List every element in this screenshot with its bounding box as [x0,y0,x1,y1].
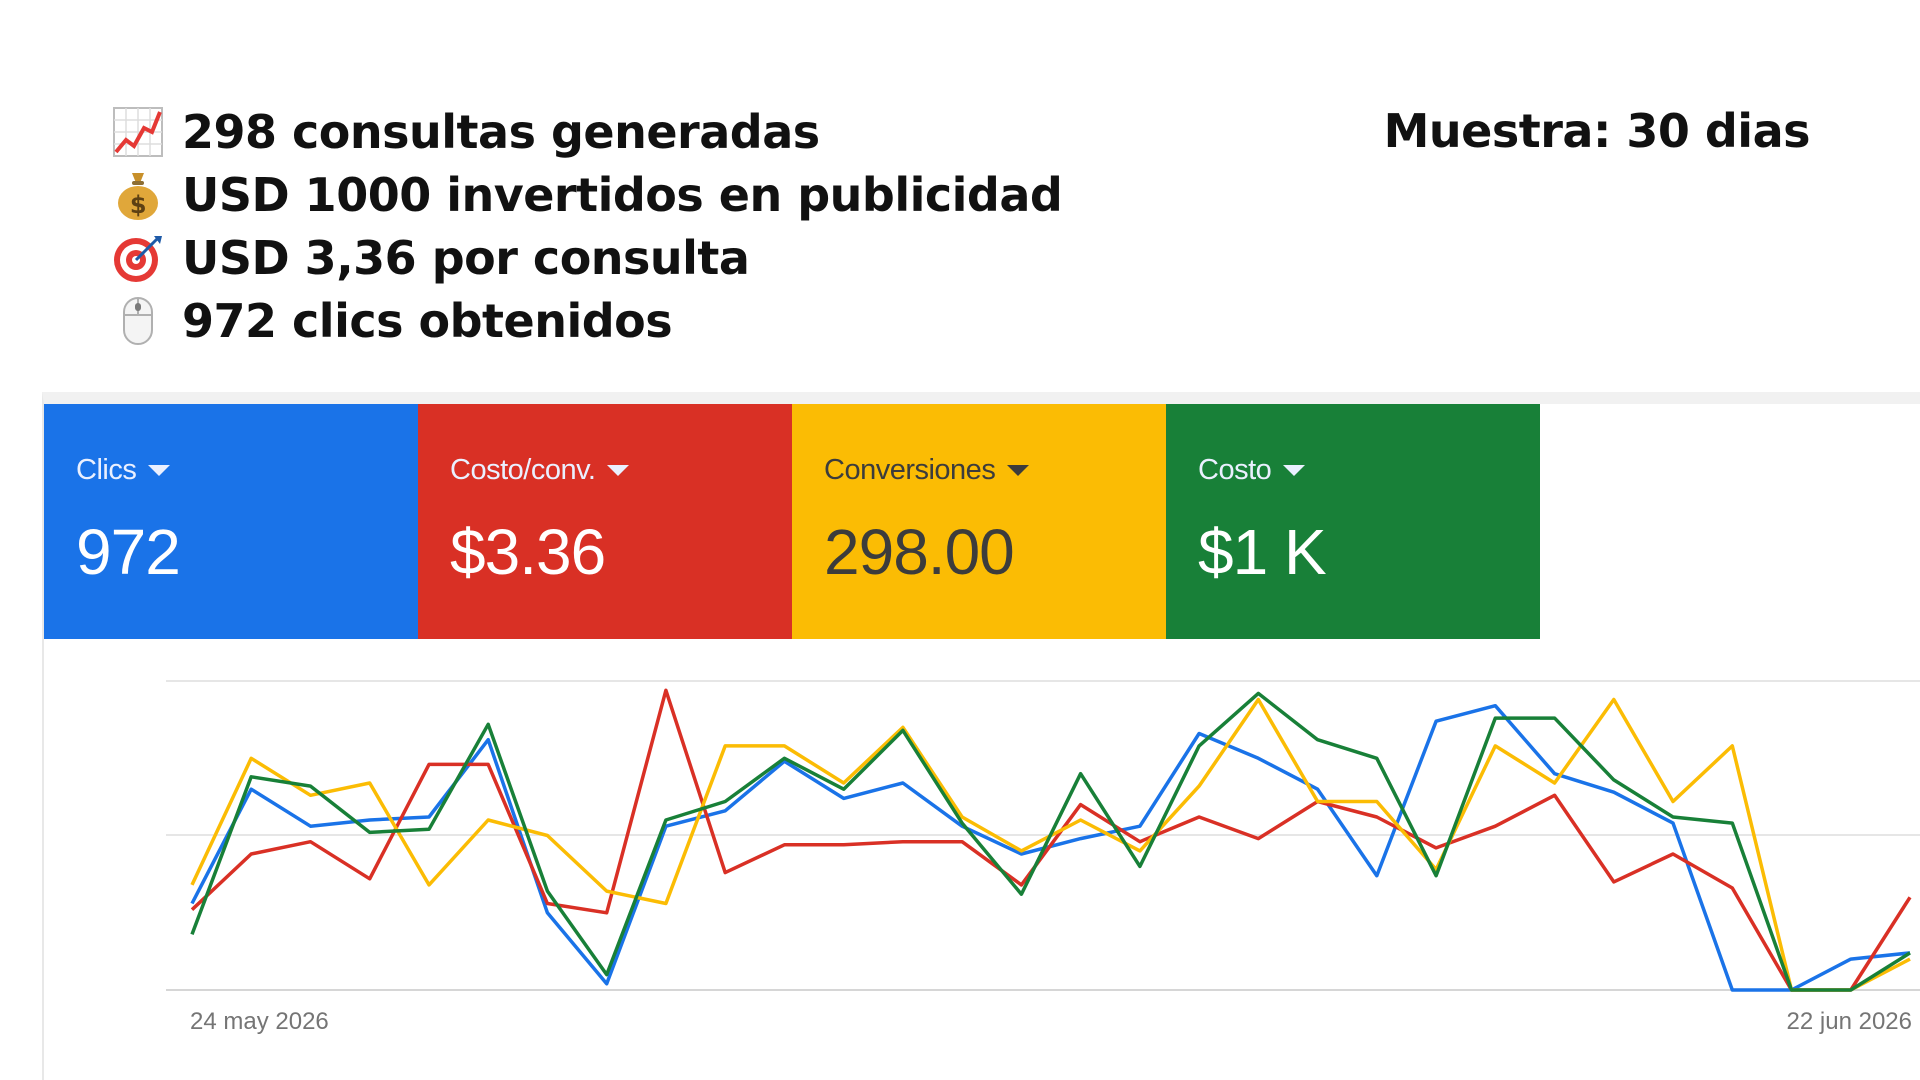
x-axis-end-label: 22 jun 2026 [1787,1008,1912,1035]
metric-tile-conversiones[interactable]: Conversiones 298.00 [792,404,1166,639]
metric-costo-conv-value: $3.36 [450,516,606,588]
metric-costo-value: $1 K [1198,516,1327,588]
metric-clics-label-row[interactable]: Clics [76,454,418,487]
performance-line-chart: 24 may 2026 22 jun 2026 [166,680,1920,1035]
metric-clics-label: Clics [76,454,137,486]
metric-conversiones-label-row[interactable]: Conversiones [824,454,1166,487]
metric-tiles: Clics 972 Costo/conv. $3.36 Conversiones… [44,404,1540,639]
summary-line-clics: 972 clics obtenidos [108,289,1108,352]
metric-conversiones-value: 298.00 [824,516,1015,588]
summary-clics-text: 972 clics obtenidos [182,293,673,348]
dropdown-caret-icon[interactable] [607,465,630,476]
metric-costo-label-row[interactable]: Costo [1198,454,1540,487]
x-axis-start-label: 24 may 2026 [190,1008,329,1035]
summary-line-inversion: $ USD 1000 invertidos en publicidad [108,163,1108,226]
summary-list: 298 consultas generadas $ USD 1000 inver… [108,100,1108,352]
summary-inversion-text: USD 1000 invertidos en publicidad [182,167,1063,222]
summary-line-costo-consulta: USD 3,36 por consulta [108,226,1108,289]
chart-gridlines [166,680,1920,991]
metric-costo-conv-label: Costo/conv. [450,454,596,486]
chart-increasing-icon [108,104,168,160]
metric-tile-clics[interactable]: Clics 972 [44,404,418,639]
dropdown-caret-icon[interactable] [1283,465,1306,476]
summary-line-consultas: 298 consultas generadas [108,100,1108,163]
metric-tile-costo[interactable]: Costo $1 K [1166,404,1540,639]
metric-costo-conv-label-row[interactable]: Costo/conv. [450,454,792,487]
series-line-3 [190,691,1911,992]
svg-text:$: $ [130,191,146,219]
sample-period-label: Muestra: 30 dias [1383,104,1811,158]
dropdown-caret-icon[interactable] [148,465,171,476]
metric-clics-value: 972 [76,516,181,588]
metric-tile-costo-conv[interactable]: Costo/conv. $3.36 [418,404,792,639]
money-bag-icon: $ [108,167,168,223]
metric-costo-label: Costo [1198,454,1272,486]
metric-conversiones-label: Conversiones [824,454,996,486]
dropdown-caret-icon[interactable] [1007,465,1030,476]
series-line-0 [190,703,1911,992]
target-icon [108,230,168,286]
summary-costo-consulta-text: USD 3,36 por consulta [182,230,750,285]
series-line-1 [190,688,1912,992]
chart-series [190,688,1912,992]
summary-consultas-text: 298 consultas generadas [182,104,820,159]
computer-mouse-icon [108,293,168,349]
